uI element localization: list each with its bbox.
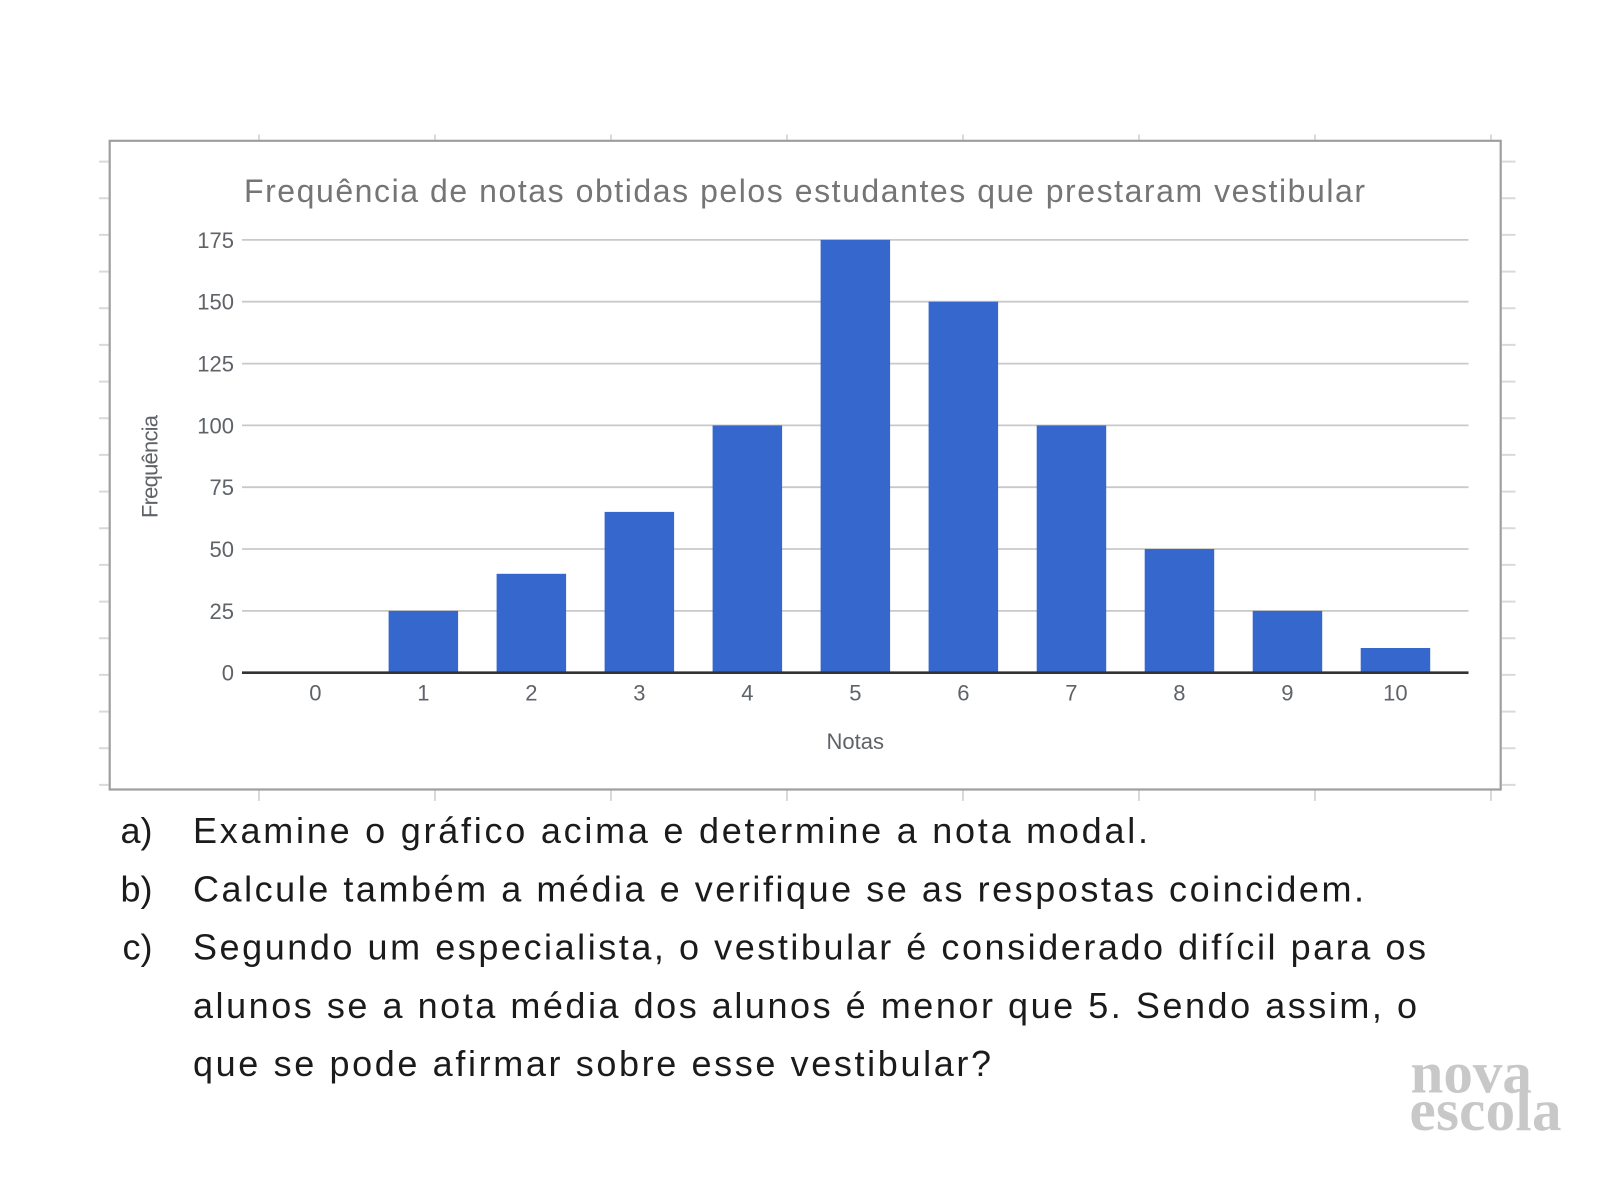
svg-text:150: 150 xyxy=(197,290,234,315)
svg-text:50: 50 xyxy=(210,537,234,562)
svg-text:nova: nova xyxy=(1411,1040,1532,1106)
svg-text:25: 25 xyxy=(210,599,234,624)
svg-text:125: 125 xyxy=(197,352,234,377)
svg-text:Frequência: Frequência xyxy=(138,414,163,518)
svg-text:75: 75 xyxy=(210,475,234,500)
svg-text:c): c) xyxy=(123,927,153,968)
svg-text:4: 4 xyxy=(741,680,753,705)
svg-text:alunos se a nota média dos alu: alunos se a nota média dos alunos é meno… xyxy=(193,985,1417,1026)
svg-text:Segundo um especialista, o ves: Segundo um especialista, o vestibular é … xyxy=(193,927,1426,968)
svg-text:0: 0 xyxy=(309,680,321,705)
svg-text:10: 10 xyxy=(1383,680,1407,705)
svg-text:9: 9 xyxy=(1281,680,1293,705)
svg-text:1: 1 xyxy=(417,680,429,705)
svg-text:175: 175 xyxy=(197,228,234,253)
svg-text:Examine o gráfico acima e dete: Examine o gráfico acima e determine a no… xyxy=(193,810,1148,851)
svg-text:5: 5 xyxy=(849,680,861,705)
svg-text:100: 100 xyxy=(197,413,234,438)
svg-text:2: 2 xyxy=(525,680,537,705)
svg-text:Calcule também a média e verif: Calcule também a média e verifique se as… xyxy=(193,868,1364,909)
svg-text:0: 0 xyxy=(222,661,234,686)
svg-text:3: 3 xyxy=(633,680,645,705)
svg-text:7: 7 xyxy=(1065,680,1077,705)
svg-text:8: 8 xyxy=(1173,680,1185,705)
svg-text:a): a) xyxy=(120,810,152,851)
svg-text:b): b) xyxy=(120,868,152,909)
svg-text:que se pode afirmar sobre esse: que se pode afirmar sobre esse vestibula… xyxy=(193,1043,991,1084)
svg-text:6: 6 xyxy=(957,680,969,705)
svg-text:Notas: Notas xyxy=(827,729,884,754)
svg-text:escola: escola xyxy=(1410,1077,1562,1143)
svg-text:Frequência de notas obtidas pe: Frequência de notas obtidas pelos estuda… xyxy=(244,173,1365,209)
